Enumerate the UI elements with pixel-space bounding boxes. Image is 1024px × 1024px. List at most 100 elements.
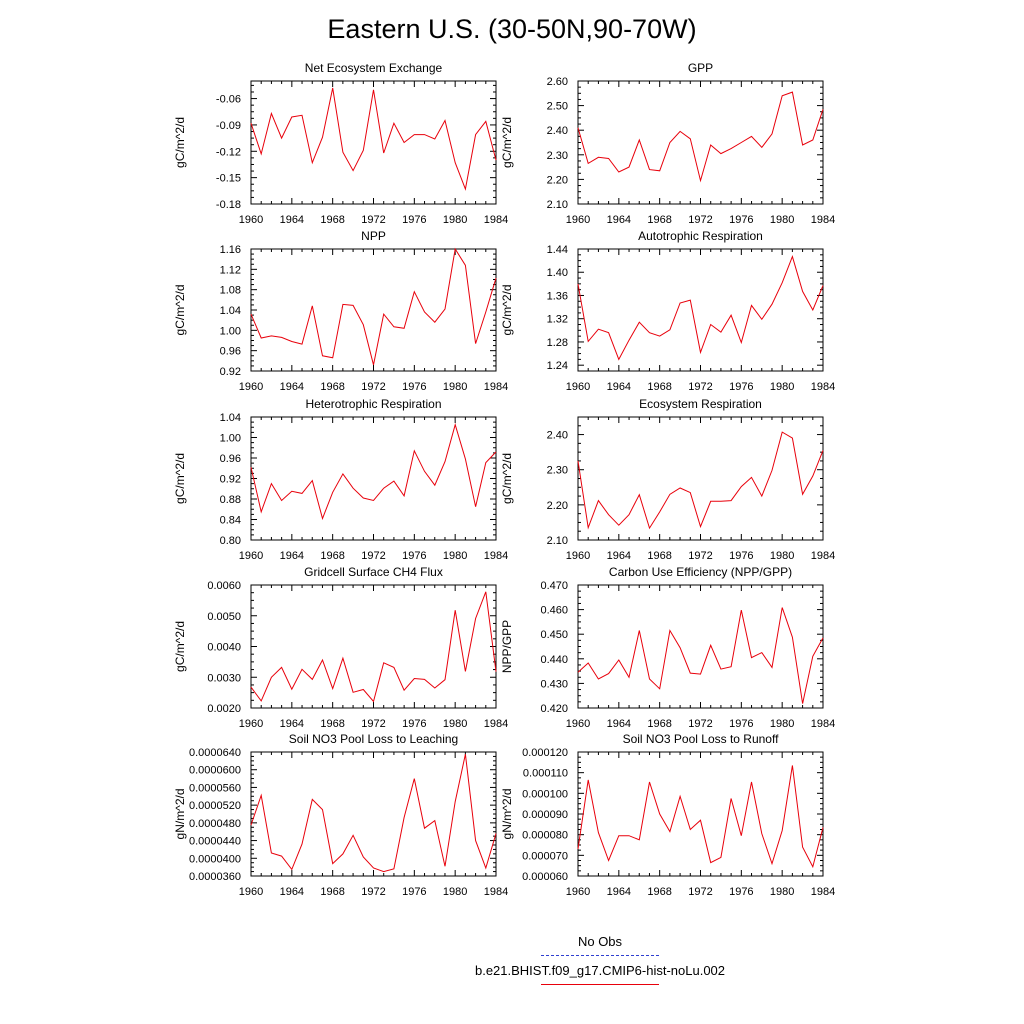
- y-tick-label: 1.36: [547, 290, 568, 302]
- y-tick-label: 1.40: [547, 267, 568, 279]
- series-line: [250, 422, 497, 521]
- y-tick-label: 0.470: [540, 580, 568, 592]
- y-tick-label: 2.10: [547, 199, 568, 211]
- x-tick-label: 1964: [607, 886, 631, 898]
- x-tick-label: 1984: [484, 886, 508, 898]
- x-tick-label: 1968: [647, 886, 671, 898]
- x-tick-label: 1976: [729, 886, 753, 898]
- panel-8: Carbon Use Efficiency (NPP/GPP) NPP/GPP 19…: [500, 565, 835, 730]
- y-tick-label: 0.000110: [523, 768, 568, 780]
- x-tick-label: 1984: [484, 381, 508, 393]
- x-tick-label: 1976: [729, 550, 753, 562]
- x-tick-label: 1976: [729, 381, 753, 393]
- y-tick-label: 0.0000600: [189, 765, 241, 777]
- x-tick-label: 1976: [402, 214, 426, 226]
- x-tick-label: 1960: [239, 214, 263, 226]
- x-tick-label: 1960: [566, 886, 590, 898]
- panel-title: Soil NO3 Pool Loss to Runoff: [623, 732, 780, 746]
- x-tick-label: 1984: [811, 718, 835, 730]
- x-tick-label: 1980: [770, 381, 794, 393]
- x-tick-label: 1972: [688, 550, 712, 562]
- x-tick-label: 1980: [770, 550, 794, 562]
- y-tick-label: 0.420: [540, 703, 568, 715]
- y-axis-label: gC/m^2/d: [500, 453, 514, 504]
- y-tick-label: 0.0000640: [189, 747, 241, 759]
- x-tick-label: 1964: [280, 886, 304, 898]
- y-tick-label: 0.0060: [207, 580, 241, 592]
- x-tick-label: 1964: [280, 550, 304, 562]
- panel-title: Gridcell Surface CH4 Flux: [304, 565, 443, 579]
- series-line: [250, 87, 497, 191]
- x-tick-label: 1972: [688, 381, 712, 393]
- panel-5: Heterotrophic Respiration gC/m^2/d 1960 196…: [173, 397, 508, 562]
- y-tick-label: 2.30: [547, 465, 568, 477]
- y-tick-label: 0.440: [540, 654, 568, 666]
- panel-2: GPP gC/m^2/d 1960 1964 1968 1972 1976 1980 1984 2…: [500, 61, 835, 226]
- y-tick-label: 1.08: [220, 285, 241, 297]
- y-tick-label: 1.16: [220, 244, 241, 256]
- panel-3: NPP gC/m^2/d 1960 1964 1968 1972 1976 1980 1984 0…: [173, 229, 508, 393]
- x-tick-label: 1968: [320, 718, 344, 730]
- x-tick-label: 1980: [443, 214, 467, 226]
- x-tick-label: 1980: [443, 381, 467, 393]
- x-tick-label: 1984: [811, 381, 835, 393]
- x-tick-label: 1980: [770, 718, 794, 730]
- x-tick-label: 1968: [320, 550, 344, 562]
- x-tick-label: 1976: [729, 214, 753, 226]
- y-tick-label: 1.00: [220, 433, 241, 445]
- x-tick-label: 1964: [607, 718, 631, 730]
- y-tick-label: 2.20: [547, 174, 568, 186]
- x-tick-label: 1972: [688, 214, 712, 226]
- y-tick-label: 0.000080: [522, 830, 568, 842]
- y-tick-label: 0.84: [220, 515, 241, 527]
- y-tick-label: 0.96: [220, 346, 241, 358]
- y-axis-label: gC/m^2/d: [173, 621, 187, 672]
- y-tick-label: 0.0030: [207, 672, 241, 684]
- x-tick-label: 1960: [566, 550, 590, 562]
- y-tick-label: 0.0000520: [189, 800, 241, 812]
- y-tick-label: 0.000090: [522, 809, 568, 821]
- plot-frame: [577, 584, 824, 709]
- x-tick-label: 1968: [647, 550, 671, 562]
- plot-frame: [577, 80, 824, 205]
- panel-title: Autotrophic Respiration: [638, 229, 763, 243]
- x-tick-label: 1972: [361, 550, 385, 562]
- y-tick-label: 1.44: [547, 244, 568, 256]
- y-tick-label: 0.96: [220, 453, 241, 465]
- x-tick-label: 1960: [566, 718, 590, 730]
- x-tick-label: 1960: [566, 214, 590, 226]
- y-axis-label: gC/m^2/d: [173, 117, 187, 168]
- x-tick-label: 1968: [647, 214, 671, 226]
- y-tick-label: 0.0000400: [189, 853, 241, 865]
- x-tick-label: 1960: [239, 550, 263, 562]
- y-tick-label: 0.0000360: [189, 871, 241, 883]
- x-tick-label: 1976: [402, 718, 426, 730]
- y-axis-label: gN/m^2/d: [173, 789, 187, 840]
- panel-title: NPP: [361, 229, 386, 243]
- y-tick-label: 2.40: [547, 125, 568, 137]
- plot-frame: [250, 751, 497, 877]
- series-line: [577, 765, 824, 869]
- y-tick-label: 1.12: [220, 264, 241, 276]
- y-axis-label: gN/m^2/d: [500, 789, 514, 840]
- x-tick-label: 1976: [402, 381, 426, 393]
- y-tick-label: 0.000100: [522, 788, 568, 800]
- series-line: [250, 591, 497, 703]
- plot-frame: [250, 248, 497, 372]
- x-tick-label: 1980: [770, 886, 794, 898]
- page-title: Eastern U.S. (30-50N,90-70W): [327, 14, 697, 44]
- x-tick-label: 1968: [320, 214, 344, 226]
- x-tick-label: 1960: [239, 381, 263, 393]
- y-tick-label: -0.18: [216, 199, 241, 211]
- y-tick-label: 1.00: [220, 325, 241, 337]
- x-tick-label: 1984: [484, 718, 508, 730]
- panel-title: Ecosystem Respiration: [639, 397, 762, 411]
- x-tick-label: 1980: [770, 214, 794, 226]
- panel-title: Soil NO3 Pool Loss to Leaching: [289, 732, 458, 746]
- y-tick-label: -0.06: [216, 94, 241, 106]
- y-tick-label: 2.50: [547, 101, 568, 113]
- y-tick-label: 2.10: [547, 535, 568, 547]
- y-tick-label: 1.24: [547, 360, 568, 372]
